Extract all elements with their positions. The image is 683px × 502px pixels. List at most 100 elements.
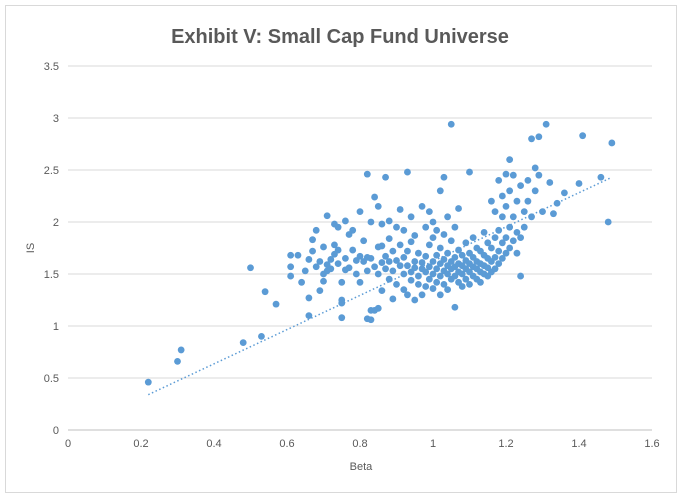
data-point [495, 260, 503, 267]
y-tick-label: 3 [53, 113, 59, 125]
x-tick-label: 0 [65, 438, 71, 450]
data-point [367, 316, 375, 324]
data-point [258, 333, 265, 340]
data-point [509, 213, 517, 221]
data-point [418, 203, 426, 210]
data-point [469, 234, 477, 242]
data-point [367, 255, 375, 262]
data-point [363, 267, 371, 275]
data-point [444, 286, 451, 293]
data-point [378, 259, 386, 266]
data-point [411, 264, 419, 272]
data-point [305, 294, 313, 302]
data-point [404, 291, 411, 299]
data-point [440, 256, 448, 263]
data-point [287, 251, 295, 259]
data-point [433, 251, 441, 259]
data-point [298, 278, 305, 286]
data-point [531, 187, 539, 195]
data-point [371, 193, 378, 201]
data-point [524, 197, 532, 205]
x-tick-label: 1 [430, 438, 436, 450]
x-tick-label: 0.4 [206, 438, 221, 450]
data-point [425, 208, 433, 216]
data-point [495, 226, 503, 234]
data-point [367, 218, 375, 226]
data-point [349, 226, 357, 234]
data-point [356, 278, 364, 286]
data-point [385, 217, 393, 225]
data-point [407, 213, 415, 221]
data-point [458, 270, 466, 278]
data-point [363, 170, 371, 178]
data-point [422, 252, 430, 260]
data-point [352, 270, 360, 278]
data-point [466, 281, 473, 288]
data-point [356, 208, 364, 216]
data-point [327, 265, 335, 273]
data-point [520, 223, 528, 231]
data-point [404, 168, 411, 176]
data-point [334, 223, 342, 231]
data-point [396, 241, 404, 249]
data-points [144, 120, 616, 386]
data-point [371, 263, 378, 271]
data-point [334, 260, 342, 267]
data-point [528, 213, 535, 221]
data-point [393, 257, 400, 264]
data-point [436, 244, 444, 252]
data-point [444, 270, 451, 278]
data-point [436, 272, 444, 280]
data-point [382, 252, 389, 260]
data-point [327, 256, 335, 263]
data-point [393, 281, 400, 288]
data-point [458, 251, 466, 259]
data-point [382, 173, 389, 181]
data-point [520, 208, 528, 216]
data-point [440, 173, 448, 181]
data-point [509, 237, 517, 245]
y-tick-label: 1 [53, 321, 59, 333]
data-point [378, 242, 386, 250]
data-point [535, 133, 543, 141]
data-point [247, 264, 254, 272]
data-point [433, 226, 441, 234]
data-point [458, 283, 466, 290]
data-point [305, 256, 313, 263]
data-point [272, 300, 280, 308]
x-tick-label: 0.8 [352, 438, 367, 450]
data-point [312, 226, 320, 234]
data-point [411, 258, 419, 265]
y-axis-label: IS [25, 243, 37, 253]
data-point [488, 197, 495, 205]
data-point [404, 247, 411, 255]
data-point [451, 223, 459, 231]
data-point [498, 213, 506, 221]
data-point [287, 272, 295, 280]
data-point [177, 346, 185, 354]
data-point [491, 234, 499, 242]
data-point [498, 255, 506, 262]
data-point [425, 263, 433, 271]
data-point [385, 258, 393, 265]
data-point [407, 276, 415, 284]
data-point [451, 303, 459, 311]
y-tick-label: 1.5 [44, 269, 59, 281]
data-point [506, 244, 514, 252]
data-point [440, 281, 448, 288]
data-point [385, 235, 393, 243]
x-axis-ticks: 0 0.2 0.4 0.6 0.8 1 1.2 1.4 1.6 [65, 438, 660, 450]
data-point [301, 267, 309, 275]
y-tick-label: 3.5 [44, 61, 59, 73]
data-point [517, 272, 524, 280]
data-point [396, 262, 404, 270]
x-tick-label: 1.6 [644, 438, 659, 450]
data-point [309, 247, 316, 255]
data-point [440, 231, 448, 238]
data-point [418, 291, 426, 299]
data-point [506, 156, 514, 164]
data-point [342, 255, 349, 262]
data-point [425, 275, 433, 283]
data-point [338, 314, 346, 322]
